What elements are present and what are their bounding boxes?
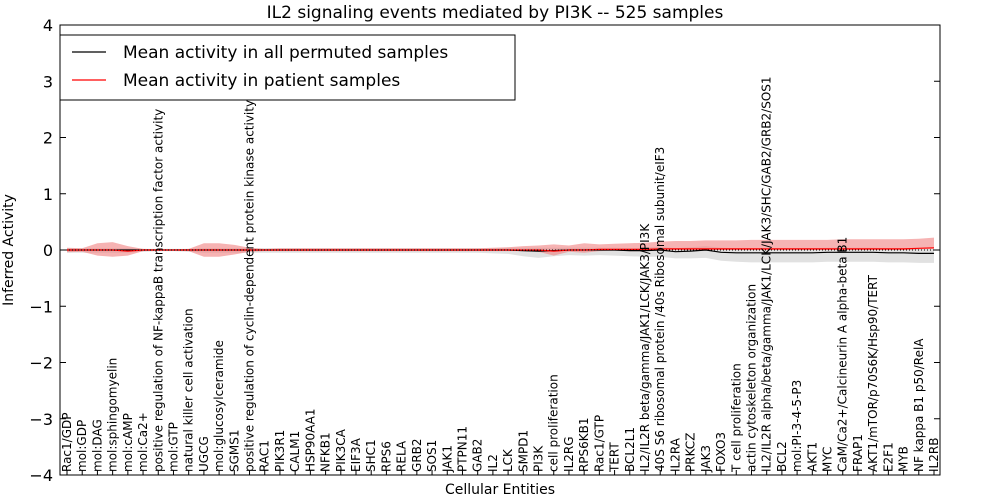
plot-area-frame <box>59 24 941 476</box>
x-tick-label: EIF3A <box>349 437 363 472</box>
y-tick-label: 2 <box>43 129 53 148</box>
x-tick-label: GAB2 <box>471 439 485 472</box>
x-tick-label: JAK3 <box>699 445 713 473</box>
x-tick-label: mol:PI-3-4-5-P3 <box>790 380 804 472</box>
x-tick-label: T cell proliferation <box>729 363 743 473</box>
x-tick-label: LCK <box>501 448 515 472</box>
x-tick-label: AKT1/mTOR/p70S6K/Hsp90/TERT <box>866 274 880 472</box>
x-tick-label: mol:Ca2+ <box>136 412 150 472</box>
x-tick-label: mol:GDP <box>75 420 89 472</box>
x-tick-label: UGCG <box>197 436 211 472</box>
x-tick-label: positive regulation of cyclin-dependent … <box>243 100 257 472</box>
x-tick-label: Rac1/GTP <box>592 415 606 472</box>
x-tick-label: GRB2 <box>410 438 424 472</box>
x-tick-label: natural killer cell activation <box>182 308 196 472</box>
x-tick-label: 40S S6 ribosomal protein /40s Ribosomal … <box>653 147 667 472</box>
x-tick-label: SHC1 <box>364 439 378 472</box>
legend-label-permuted: Mean activity in all permuted samples <box>123 43 448 63</box>
x-tick-label: PI3K <box>532 445 546 472</box>
legend: Mean activity in all permuted samples Me… <box>59 34 516 101</box>
x-tick-label: IL2/IL2R beta/gamma/JAK1/LCK/JAK3/PI3K <box>638 223 652 472</box>
chart-title: IL2 signaling events mediated by PI3K --… <box>267 3 724 23</box>
x-tick-label: FRAP1 <box>851 434 865 472</box>
y-tick-label: −4 <box>29 466 53 485</box>
legend-box <box>59 34 516 101</box>
y-tick-label: 3 <box>43 72 53 91</box>
y-tick-label: −1 <box>29 297 53 316</box>
x-tick-label: RAC1 <box>258 440 272 472</box>
x-tick-label: CALM1 <box>288 431 302 472</box>
band-patient <box>67 237 934 257</box>
x-tick-label: RPS6KB1 <box>577 417 591 472</box>
x-tick-label: MYC <box>821 447 835 472</box>
x-tick-label: mol:cAMP <box>121 413 135 472</box>
y-tick-label: 4 <box>43 16 53 35</box>
x-tick-label: actin cytoskeleton organization <box>745 284 759 472</box>
x-tick-label: positive regulation of NF-kappaB transcr… <box>151 109 165 472</box>
x-tick-label: E2F1 <box>881 442 895 472</box>
series-line-patient <box>67 247 935 252</box>
x-tick-label: IL2RG <box>562 436 576 472</box>
x-tick-label: PRKCZ <box>684 433 698 472</box>
x-tick-label: TERT <box>608 442 622 473</box>
x-tick-label: cell proliferation <box>547 374 561 472</box>
y-tick-label: 0 <box>43 241 53 260</box>
x-tick-label: AKT1 <box>805 442 819 472</box>
x-tick-label: RELA <box>395 440 409 472</box>
x-tick-label: PIK3CA <box>334 428 348 472</box>
x-tick-label: IL2/IL2R alpha/beta/gamma/JAK1/LCK/JAK3/… <box>760 76 774 472</box>
x-tick-label: SMPD1 <box>516 430 530 472</box>
x-tick-label: SOS1 <box>425 440 439 472</box>
y-axis-label: Inferred Activity <box>1 194 17 306</box>
x-tick-label: FOXO3 <box>714 432 728 472</box>
x-tick-label: mol:DAG <box>90 419 104 472</box>
x-tick-label: IL2RB <box>927 438 941 472</box>
y-tick-label: −2 <box>29 354 53 373</box>
x-tick-label: BCL2L1 <box>623 427 637 472</box>
x-tick-label: mol:sphingomyelin <box>106 358 120 472</box>
x-tick-label: Rac1/GDP <box>60 413 74 472</box>
x-tick-label: IL2 <box>486 454 500 472</box>
x-tick-label: PTPN11 <box>456 426 470 472</box>
legend-label-patient: Mean activity in patient samples <box>123 71 400 91</box>
x-tick-label: SGMS1 <box>227 429 241 472</box>
x-tick-label: NFKB1 <box>319 432 333 472</box>
x-tick-label: mol:glucosylceramide <box>212 340 226 472</box>
x-tick-label: mol:GTP <box>167 422 181 472</box>
x-tick-label: PIK3R1 <box>273 430 287 472</box>
x-tick-label: JAK1 <box>440 445 454 473</box>
x-tick-label: HSP90AA1 <box>303 408 317 472</box>
x-tick-label: NF kappa B1 p50/RelA <box>912 338 926 472</box>
x-axis-label: Cellular Entities <box>445 482 555 498</box>
x-tick-label: BCL2 <box>775 441 789 472</box>
y-tick-label: 1 <box>43 185 53 204</box>
x-tick-label: MYB <box>897 446 911 472</box>
x-tick-label: CaM/Ca2+/Calcineurin A alpha-beta B1 <box>836 237 850 472</box>
x-tick-label: RPS6 <box>379 441 393 472</box>
x-tick-label: IL2RA <box>668 437 682 472</box>
y-tick-label: −3 <box>29 410 53 429</box>
